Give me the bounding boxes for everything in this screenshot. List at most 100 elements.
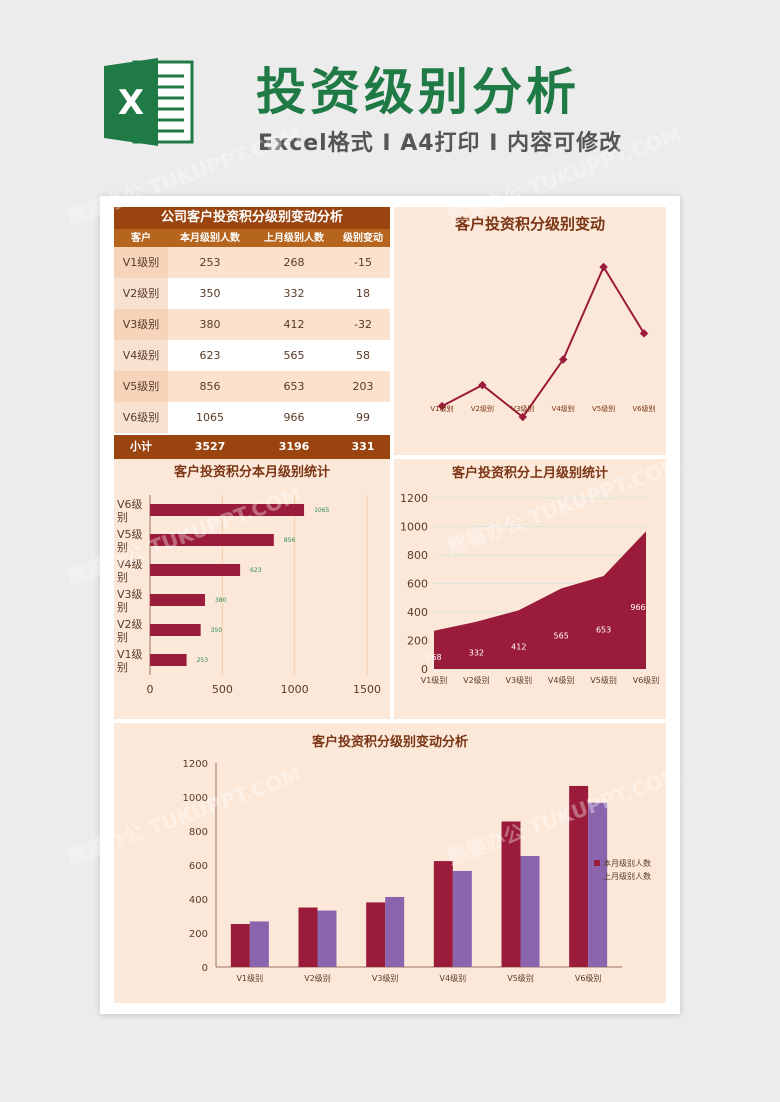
header-cell: 上月级别人数	[264, 233, 324, 244]
y-tick-label: V4级	[117, 558, 143, 571]
x-tick-label: V4级别	[440, 973, 467, 983]
cell: -15	[354, 256, 372, 269]
y-tick-label: 400	[407, 606, 428, 619]
y-tick-label: 0	[202, 963, 208, 974]
x-tick-label: V2级别	[471, 404, 494, 413]
cell: 268	[283, 256, 305, 269]
header-cell: 级别变动	[343, 233, 383, 244]
legend-label: 本月级别人数	[603, 858, 651, 868]
table-row: V6级别 1065 966 99	[114, 402, 390, 433]
x-tick-label: V2级别	[463, 675, 490, 685]
area-chart-title: 客户投资积分上月级别统计	[451, 466, 608, 481]
data-label: 380	[215, 597, 227, 604]
y-tick-label: 200	[189, 929, 208, 940]
y-tick-label: V3级	[117, 588, 143, 601]
grouped-bar-chart-title: 客户投资积分级别变动分析	[311, 735, 468, 750]
y-tick-label: 200	[407, 635, 428, 648]
table-row: V5级别 856 653 203	[114, 371, 390, 402]
x-tick-label: V5级别	[590, 675, 617, 685]
line-chart-panel: 客户投资积分级别变动 V1级别 V2级别 V3级别 V4级别 V5级别 V6级别	[394, 207, 666, 455]
x-tick-label: V4级别	[552, 404, 575, 413]
y-tick-label: 800	[189, 827, 208, 838]
area-chart-panel: 客户投资积分上月级别统计 0 200 400 600 800 1000 1200 268 332…	[394, 459, 666, 719]
cell: V5级别	[114, 371, 168, 402]
x-tick-label: V6级别	[632, 404, 655, 413]
cell: V1级别	[114, 247, 168, 278]
data-label: 412	[511, 643, 526, 652]
y-tick-label: 1200	[400, 492, 428, 505]
header-cell: 客户	[131, 233, 151, 244]
page-title: 投资级别分析	[256, 63, 580, 121]
cell: 58	[356, 349, 370, 362]
x-tick-label: 1500	[353, 683, 381, 696]
cell: 966	[283, 411, 305, 424]
bar	[588, 802, 608, 967]
y-tick-label: 1000	[183, 793, 208, 804]
x-tick-label: V3级别	[511, 404, 534, 413]
cell: 1065	[196, 411, 224, 424]
x-tick-label: V3级别	[372, 973, 399, 983]
y-tick-label: 600	[407, 578, 428, 591]
table-body: V1级别 253 268 -15 V2级别 350 332 18 V3级别 38…	[114, 247, 390, 433]
y-tick-label: 别	[117, 631, 128, 644]
cell: 253	[199, 256, 221, 269]
y-tick-label: 400	[189, 895, 208, 906]
x-tick-label: V5级别	[592, 404, 615, 413]
excel-logo-icon: X	[104, 58, 194, 146]
table-header: 客户 本月级别人数 上月级别人数 级别变动	[114, 229, 390, 247]
table-row: V2级别 350 332 18	[114, 278, 390, 309]
cell: 99	[356, 411, 370, 424]
cell: 18	[356, 287, 370, 300]
area-chart: 0 200 400 600 800 1000 1200 268 332 412 565 653 966 V…	[400, 492, 659, 685]
bar	[298, 907, 318, 967]
hbar-chart: 0 500 1000 1500253V1级别350V2级别380V3级别623V4级别…	[117, 495, 381, 696]
data-label: 856	[284, 537, 296, 544]
cell: -32	[354, 318, 372, 331]
y-tick-label: V2级	[117, 618, 143, 631]
table-title: 公司客户投资积分级别变动分析	[114, 207, 390, 229]
bar	[150, 504, 305, 516]
cell: 412	[283, 318, 305, 331]
cell: V4级别	[114, 340, 168, 371]
cell: 380	[199, 318, 221, 331]
bar	[433, 861, 453, 967]
data-point	[599, 262, 608, 272]
x-tick-label: V3级别	[506, 675, 533, 685]
cell: 856	[199, 380, 221, 393]
grouped-bar-chart: 0 200 400 600 800 1000 1200 V1级别 V2级别 V3级别 V4级别 V5级…	[183, 759, 651, 983]
legend-swatch	[594, 860, 600, 866]
bar	[150, 534, 274, 546]
cell: 565	[283, 349, 305, 362]
x-tick-label: 0	[147, 683, 154, 696]
table-row: V3级别 380 412 -32	[114, 309, 390, 340]
bar	[317, 910, 337, 967]
data-label: 623	[250, 567, 262, 574]
y-tick-label: 600	[189, 861, 208, 872]
x-tick-label: 1000	[281, 683, 309, 696]
data-label: 350	[211, 627, 223, 634]
y-tick-label: 0	[421, 663, 428, 676]
table-total-row: 小计 3527 3196 331	[114, 435, 390, 459]
cell: V3级别	[114, 309, 168, 340]
x-tick-label: V5级别	[507, 973, 534, 983]
data-label: 653	[596, 625, 611, 634]
y-tick-label: 别	[117, 601, 128, 614]
line-chart-title: 客户投资积分级别变动	[454, 215, 605, 233]
data-point	[437, 401, 447, 411]
bar	[150, 564, 241, 576]
y-tick-label: 别	[117, 661, 128, 674]
area-fill	[434, 531, 646, 669]
bar	[230, 923, 250, 967]
y-tick-label: 800	[407, 549, 428, 562]
x-tick-label: V1级别	[237, 973, 264, 983]
line-chart: V1级别 V2级别 V3级别 V4级别 V5级别 V6级别	[430, 262, 656, 422]
total-cell: 3196	[278, 440, 310, 453]
bar	[569, 785, 589, 967]
bar	[520, 855, 540, 967]
cell: 653	[283, 380, 305, 393]
page-subtitle: Excel格式 I A4打印 I 内容可修改	[258, 131, 623, 156]
table-row: V4级别 623 565 58	[114, 340, 390, 371]
y-tick-label: V6级	[117, 498, 143, 511]
legend-swatch	[594, 873, 600, 879]
y-tick-label: 别	[117, 571, 128, 584]
